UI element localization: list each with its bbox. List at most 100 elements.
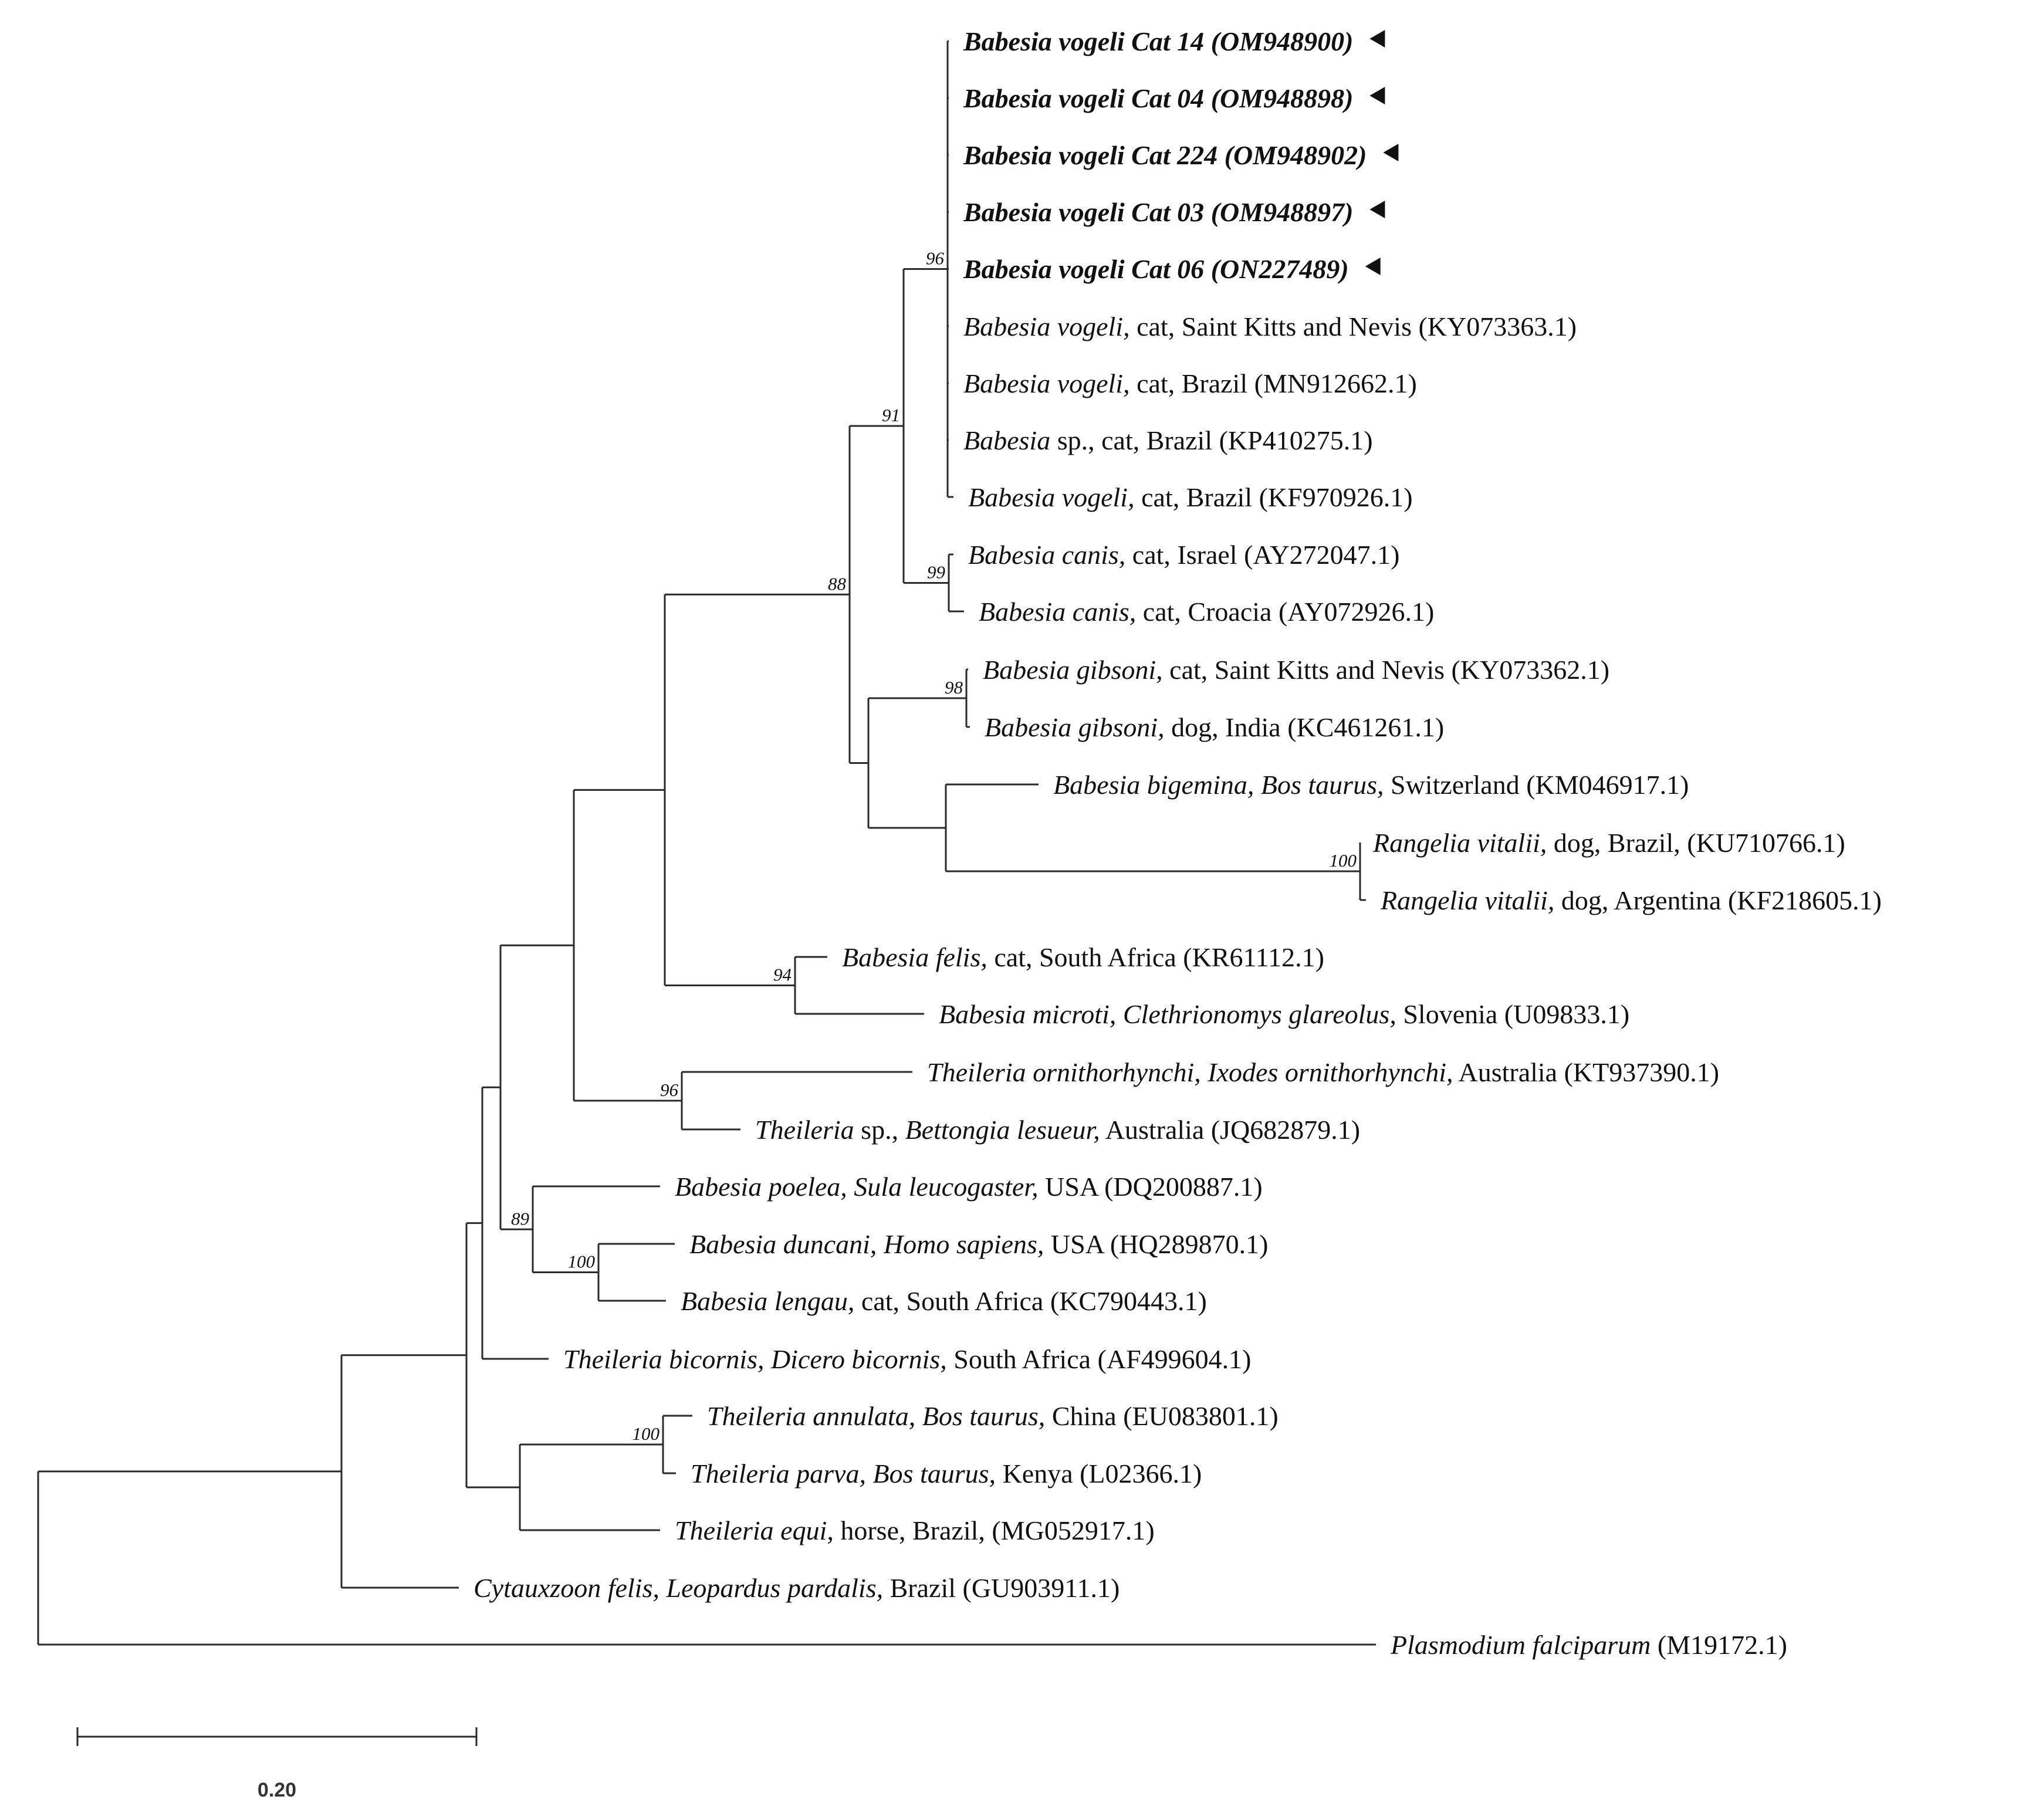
taxon-label-part: USA (HQ289870.1) [1044, 1229, 1268, 1259]
taxon-label-part: Babesia vogeli Cat 04 (OM948898) [963, 83, 1353, 113]
taxon-label-part: Babesia duncani, Homo sapiens, [689, 1229, 1044, 1259]
taxon-label-part: Babesia microti, Clethrionomys glareolus… [939, 999, 1396, 1029]
taxon-label: Rangelia vitalii, dog, Brazil, (KU710766… [1372, 828, 1845, 858]
bootstrap-value: 100 [633, 1423, 660, 1444]
taxon-label-part: Theileria [755, 1115, 854, 1145]
taxon-label: Babesia vogeli Cat 03 (OM948897) [963, 197, 1353, 227]
scale-bar: 0.20 [76, 1727, 478, 1801]
taxon-label: Theileria ornithorhynchi, Ixodes ornitho… [927, 1057, 1719, 1087]
taxon-label-part: Babesia gibsoni, [983, 655, 1163, 685]
taxon-label: Cytauxzoon felis, Leopardus pardalis, Br… [474, 1573, 1120, 1603]
taxon-label-part: sp., cat, Brazil (KP410275.1) [1050, 425, 1372, 455]
tree-branches [37, 40, 1376, 1646]
taxon-label-part: Theileria bicornis, Dicero bicornis, [563, 1344, 947, 1374]
taxon-label-part: cat, Saint Kitts and Nevis (KY073362.1) [1163, 655, 1609, 685]
bootstrap-value: 99 [927, 562, 945, 583]
new-sequence-marker-icon [1365, 258, 1381, 275]
taxon-label-part: cat, Israel (AY272047.1) [1125, 540, 1399, 570]
taxon-label: Theileria equi, horse, Brazil, (MG052917… [675, 1515, 1155, 1545]
taxon-label-part: Babesia canis, [968, 540, 1125, 570]
taxon-label: Theileria sp., Bettongia lesueur, Austra… [755, 1115, 1360, 1145]
taxon-label-part: Babesia vogeli Cat 06 (ON227489) [963, 254, 1349, 284]
taxon-label-part: Cytauxzoon felis, Leopardus pardalis, [474, 1573, 883, 1603]
bootstrap-value: 94 [773, 965, 792, 985]
taxon-labels: Babesia vogeli Cat 14 (OM948900) Babesia … [474, 26, 1882, 1660]
taxon-label-part: South Africa (AF499604.1) [947, 1344, 1252, 1374]
taxon-label-part: Babesia vogeli, [963, 368, 1130, 398]
taxon-label-part: Bettongia lesueur, [905, 1115, 1100, 1145]
taxon-label-part: Babesia bigemina, Bos taurus, [1053, 770, 1384, 800]
taxon-label-part: Brazil (GU903911.1) [883, 1573, 1120, 1603]
taxon-label-part: Babesia vogeli Cat 224 (OM948902) [963, 140, 1367, 170]
bootstrap-value: 100 [568, 1251, 596, 1272]
taxon-label-part: Theileria parva, Bos taurus, [691, 1459, 996, 1489]
bootstrap-value: 88 [828, 573, 847, 594]
taxon-label: Babesia vogeli Cat 14 (OM948900) [963, 26, 1353, 56]
taxon-label-part: Slovenia (U09833.1) [1396, 999, 1629, 1029]
taxon-label: Babesia vogeli Cat 06 (ON227489) [963, 254, 1349, 284]
taxon-label: Babesia gibsoni, cat, Saint Kitts and Ne… [983, 655, 1609, 685]
bootstrap-value: 100 [1330, 850, 1357, 871]
taxon-label-part: Babesia lengau, [681, 1286, 854, 1316]
taxon-label: Babesia microti, Clethrionomys glareolus… [939, 999, 1629, 1029]
taxon-label-part: Australia (JQ682879.1) [1100, 1115, 1360, 1145]
taxon-label: Babesia lengau, cat, South Africa (KC790… [681, 1286, 1207, 1316]
taxon-label: Babesia gibsoni, dog, India (KC461261.1) [985, 712, 1444, 742]
taxon-label: Plasmodium falciparum (M19172.1) [1390, 1630, 1787, 1660]
taxon-label-part: cat, Saint Kitts and Nevis (KY073363.1) [1130, 312, 1577, 341]
taxon-label: Babesia canis, cat, Israel (AY272047.1) [968, 540, 1399, 570]
taxon-label-part: USA (DQ200887.1) [1039, 1172, 1263, 1202]
taxon-label: Babesia vogeli, cat, Brazil (MN912662.1) [963, 368, 1417, 398]
bootstrap-value: 96 [926, 248, 945, 269]
taxon-label-part: Plasmodium falciparum [1390, 1630, 1651, 1660]
taxon-label-part: dog, India (KC461261.1) [1165, 712, 1445, 742]
taxon-label-part: Rangelia vitalii, [1372, 828, 1547, 858]
taxon-label-part: Theileria ornithorhynchi, Ixodes ornitho… [927, 1057, 1453, 1087]
bootstrap-value: 89 [511, 1208, 529, 1229]
taxon-label: Babesia felis, cat, South Africa (KR6111… [842, 942, 1324, 972]
taxon-label-part: Babesia vogeli Cat 14 (OM948900) [963, 26, 1353, 56]
taxon-label: Babesia canis, cat, Croacia (AY072926.1) [979, 597, 1434, 627]
taxon-label: Babesia vogeli, cat, Saint Kitts and Nev… [963, 312, 1577, 341]
bootstrap-values: 96 91 99 88 98 100 94 96 89 100 100 [511, 248, 1357, 1445]
taxon-label-part: cat, Croacia (AY072926.1) [1136, 597, 1434, 627]
taxon-label: Theileria bicornis, Dicero bicornis, Sou… [563, 1344, 1252, 1374]
taxon-label-part: cat, South Africa (KR61112.1) [987, 942, 1324, 972]
taxon-label-part: Babesia gibsoni, [985, 712, 1165, 742]
taxon-label: Babesia sp., cat, Brazil (KP410275.1) [963, 425, 1373, 455]
new-sequence-marker-icon [1369, 30, 1385, 48]
taxon-label: Babesia vogeli, cat, Brazil (KF970926.1) [968, 482, 1413, 512]
bootstrap-value: 98 [945, 677, 963, 698]
taxon-label-part: horse, Brazil, (MG052917.1) [834, 1515, 1155, 1545]
taxon-label-part: Theileria annulata, Bos taurus, [707, 1401, 1045, 1431]
taxon-label-part: Babesia felis, [842, 942, 987, 972]
taxon-label-part: Babesia poelea, Sula leucogaster, [675, 1172, 1039, 1202]
taxon-label-part: (M19172.1) [1651, 1630, 1787, 1660]
new-sequence-marker-icon [1369, 201, 1385, 218]
new-sequence-marker-icon [1369, 87, 1385, 104]
taxon-label: Babesia duncani, Homo sapiens, USA (HQ28… [689, 1229, 1268, 1259]
taxon-label-part: sp., [854, 1115, 905, 1145]
bootstrap-value: 96 [660, 1080, 679, 1100]
taxon-label-part: Rangelia vitalii, [1380, 885, 1554, 915]
scale-bar-label: 0.20 [258, 1779, 296, 1801]
taxon-label: Babesia poelea, Sula leucogaster, USA (D… [675, 1172, 1263, 1202]
taxon-label-part: Babesia vogeli, [963, 312, 1130, 341]
taxon-label-part: dog, Brazil, (KU710766.1) [1547, 828, 1845, 858]
taxon-label-part: cat, Brazil (MN912662.1) [1130, 368, 1417, 398]
taxon-label: Theileria parva, Bos taurus, Kenya (L023… [691, 1459, 1202, 1489]
taxon-label-part: Australia (KT937390.1) [1453, 1057, 1720, 1087]
taxon-label-part: Babesia vogeli, [968, 482, 1135, 512]
taxon-label-part: Switzerland (KM046917.1) [1384, 770, 1689, 800]
taxon-label: Babesia bigemina, Bos taurus, Switzerlan… [1053, 770, 1689, 800]
taxon-label: Rangelia vitalii, dog, Argentina (KF2186… [1380, 885, 1882, 915]
taxon-label-part: China (EU083801.1) [1045, 1401, 1278, 1431]
taxon-label: Babesia vogeli Cat 224 (OM948902) [963, 140, 1367, 170]
taxon-label-part: dog, Argentina (KF218605.1) [1554, 885, 1882, 915]
taxon-label-part: cat, South Africa (KC790443.1) [854, 1286, 1206, 1316]
taxon-label-part: Babesia vogeli Cat 03 (OM948897) [963, 197, 1353, 227]
taxon-label-part: Babesia [963, 425, 1050, 455]
taxon-label-part: Theileria equi, [675, 1515, 834, 1545]
bootstrap-value: 91 [882, 405, 900, 425]
taxon-label-part: cat, Brazil (KF970926.1) [1135, 482, 1413, 512]
